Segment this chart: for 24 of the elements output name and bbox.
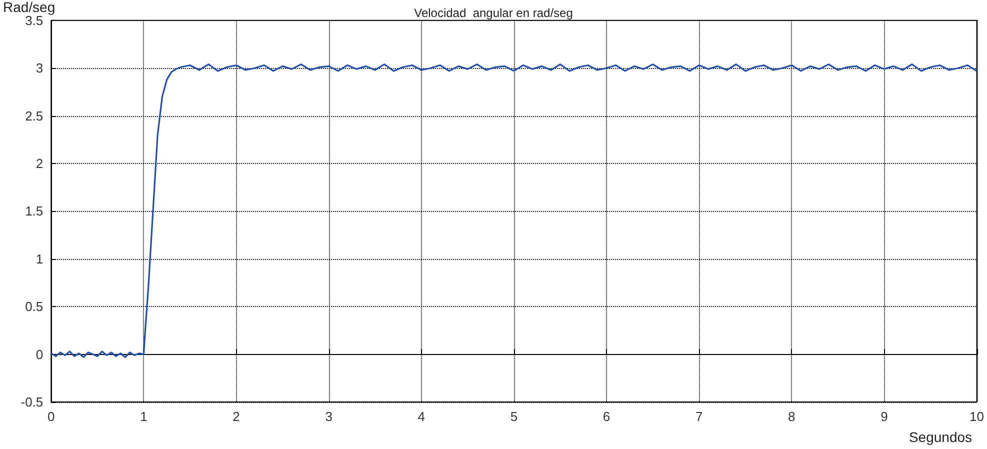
x-tick-label: 8	[788, 409, 796, 424]
y-axis-title: Rad/seg	[2, 0, 56, 15]
y-tick-label: 0	[36, 346, 44, 362]
y-tick-label: 3.5	[25, 12, 44, 28]
x-tick-label: 4	[418, 409, 426, 424]
y-tick-label: 2.5	[25, 108, 44, 124]
y-tick-label: 3	[36, 60, 44, 76]
x-tick-label: 7	[695, 409, 703, 424]
x-tick-label: 2	[232, 409, 240, 424]
x-tick-label: 6	[602, 409, 610, 424]
x-tick-label: 0	[48, 409, 55, 424]
line-series	[50, 63, 978, 358]
x-tick-label: 1	[140, 409, 148, 424]
x-axis-title: Segundos	[908, 429, 972, 445]
y-tick-label: 0.5	[25, 299, 44, 314]
chart-title: Velocidad angular en rad/seg	[414, 6, 573, 20]
y-tick-label: 2	[36, 156, 44, 171]
x-tick-label: 5	[510, 409, 518, 424]
y-tick-label: 1	[36, 251, 44, 266]
x-tick-label: 9	[880, 409, 888, 424]
y-tick-label: -0.5	[20, 394, 44, 410]
y-tick-label: 1.5	[25, 204, 44, 219]
x-tick-label: 3	[325, 409, 332, 424]
x-tick-label: 10	[970, 409, 984, 424]
